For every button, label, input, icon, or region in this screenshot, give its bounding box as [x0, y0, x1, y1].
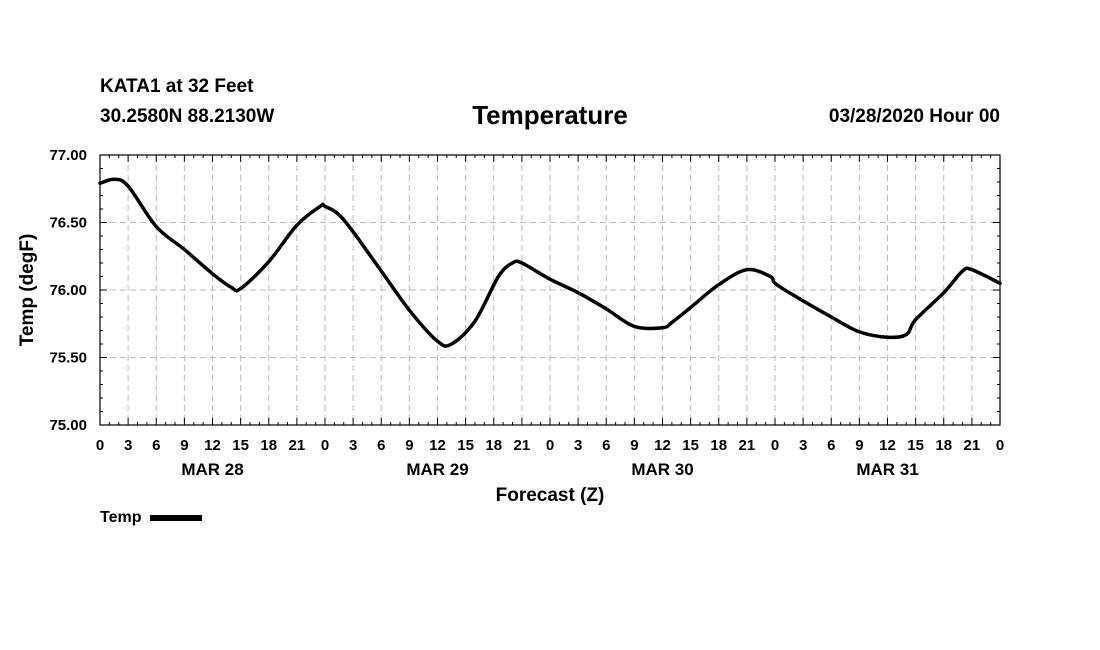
plot-frame	[99, 154, 1001, 426]
x-tick-label: 12	[654, 437, 671, 454]
x-tick-label: 12	[429, 437, 446, 454]
x-tick-label: 9	[855, 437, 863, 454]
temp-series-line	[98, 177, 1002, 348]
date-labels: MAR 28 MAR 29 MAR 30 MAR 31	[181, 460, 918, 479]
x-tick-label: 3	[574, 437, 582, 454]
y-tick-label: 77.00	[49, 147, 87, 164]
x-tick-label: 15	[457, 437, 474, 454]
x-tick-label: 3	[349, 437, 357, 454]
x-tick-label: 18	[485, 437, 502, 454]
x-tick-label: 18	[935, 437, 952, 454]
chart-title: Temperature	[472, 100, 628, 130]
station-label: KATA1 at 32 Feet	[100, 76, 254, 97]
x-tick-label: 21	[964, 437, 981, 454]
date-label: MAR 30	[631, 460, 693, 479]
x-tick-label: 15	[682, 437, 699, 454]
legend-line-swatch	[150, 515, 203, 521]
date-label: MAR 31	[856, 460, 918, 479]
x-tick-label: 21	[514, 437, 531, 454]
y-tick-label: 75.00	[49, 417, 87, 434]
x-tick-label: 12	[204, 437, 221, 454]
x-tick-label: 6	[827, 437, 835, 454]
y-tick-label: 76.50	[49, 215, 87, 232]
x-tick-labels: 0 3 6 9 12 15 18 21 0 3 6 9 12 15 18 21 0 3 6 9 12 15 18 21 0 3 6 9…	[96, 437, 1004, 454]
y-tick-labels: 75.00 75.50 76.00 76.50 77.00	[49, 147, 87, 434]
x-tick-label: 21	[739, 437, 756, 454]
y-axis-label: Temp (degF)	[17, 234, 38, 347]
x-axis-label: Forecast (Z)	[496, 485, 605, 506]
x-tick-label: 12	[879, 437, 896, 454]
x-tick-label: 6	[152, 437, 160, 454]
x-tick-label: 15	[907, 437, 924, 454]
date-label: MAR 29	[406, 460, 468, 479]
x-tick-label: 15	[232, 437, 249, 454]
y-tick-label: 75.50	[49, 350, 87, 367]
legend-label: Temp	[100, 509, 142, 526]
x-tick-label: 9	[630, 437, 638, 454]
x-tick-label: 3	[124, 437, 132, 454]
x-tick-label: 21	[289, 437, 306, 454]
x-tick-label: 0	[996, 437, 1004, 454]
station-coordinates: 30.2580N 88.2130W	[100, 106, 275, 127]
x-tick-label: 6	[602, 437, 610, 454]
x-tick-label: 0	[96, 437, 104, 454]
legend: Temp	[100, 509, 203, 527]
x-tick-label: 9	[180, 437, 188, 454]
x-tick-label: 0	[546, 437, 554, 454]
date-label: MAR 28	[181, 460, 243, 479]
x-tick-label: 18	[260, 437, 277, 454]
forecast-run-time: 03/28/2020 Hour 00	[828, 106, 1000, 127]
x-tick-label: 0	[771, 437, 779, 454]
x-tick-label: 18	[710, 437, 727, 454]
x-tick-label: 6	[377, 437, 385, 454]
x-tick-label: 3	[799, 437, 807, 454]
x-tick-label: 0	[321, 437, 329, 454]
x-tick-label: 9	[405, 437, 413, 454]
y-tick-label: 76.00	[49, 282, 87, 299]
